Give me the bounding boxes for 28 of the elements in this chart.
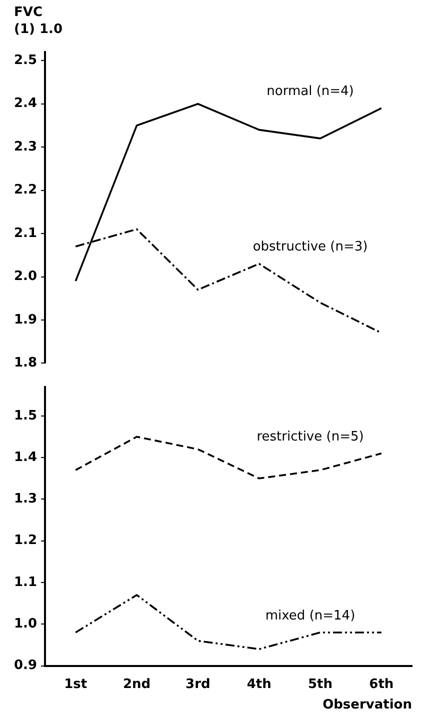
y-axis-title: FVC (1) 1.0 [14, 4, 64, 38]
y-tick-label: 0.9 [14, 658, 38, 674]
y-tick-label: 1.5 [14, 408, 38, 424]
y-tick-label: 2.4 [14, 96, 38, 112]
series-label: normal (n=4) [266, 84, 354, 100]
y-tick-label: 1.9 [14, 312, 38, 328]
x-tick-label: 3rd [186, 676, 210, 692]
y-tick-label: 2.2 [14, 182, 38, 198]
y-tick-label: 2.0 [14, 269, 38, 284]
x-tick-label: 5th [308, 676, 333, 692]
series-label: restrictive (n=5) [256, 429, 364, 444]
series-label: mixed (n=14) [265, 608, 356, 624]
x-tick-label: 1st [64, 676, 88, 692]
y-tick-label: 1.1 [14, 574, 38, 590]
series-label: obstructive (n=3) [252, 240, 368, 255]
x-axis-title: Observation [322, 698, 412, 713]
y-tick-label: 2.1 [14, 226, 38, 241]
y-tick-label: 2.5 [14, 53, 38, 68]
y-tick-label: 1.8 [14, 356, 38, 371]
y-tick-label: 1.2 [14, 533, 38, 548]
y-tick-label: 1.0 [14, 616, 38, 632]
x-tick-label: 2nd [122, 676, 151, 692]
line-series [74, 594, 382, 650]
y-tick-label: 1.3 [14, 492, 38, 507]
x-tick-label: 4th [246, 676, 272, 692]
x-tick-label: 6th [369, 676, 394, 692]
y-tick-label: 1.4 [14, 450, 38, 465]
y-tick-label: 2.3 [14, 139, 38, 154]
